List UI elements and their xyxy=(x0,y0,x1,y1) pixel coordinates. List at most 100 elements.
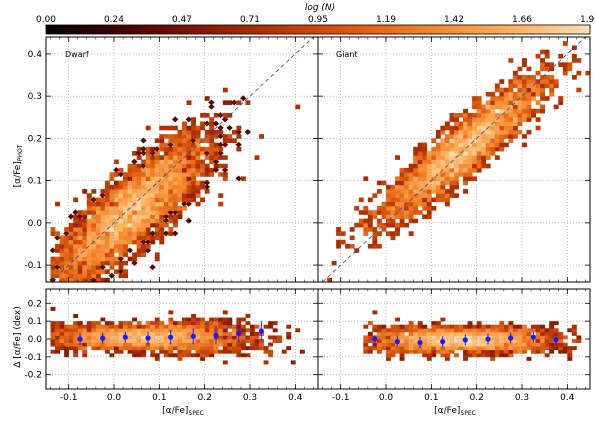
density-cell xyxy=(177,214,183,220)
density-cell xyxy=(168,310,174,315)
density-cell xyxy=(508,321,514,326)
density-cell xyxy=(503,100,509,105)
density-cell xyxy=(50,231,56,236)
density-cell xyxy=(195,321,201,326)
density-cell xyxy=(399,189,405,194)
density-cell xyxy=(549,324,555,329)
density-cell xyxy=(549,331,555,336)
density-cell xyxy=(454,324,459,329)
density-cell xyxy=(132,256,138,262)
density-cell xyxy=(467,321,473,326)
density-cell xyxy=(118,180,124,186)
density-cell xyxy=(440,142,446,148)
density-cell xyxy=(395,346,400,351)
density-cell xyxy=(150,172,156,177)
density-cell xyxy=(209,353,215,358)
density-cell xyxy=(476,96,482,101)
density-cell xyxy=(454,121,459,127)
density-cell xyxy=(123,189,128,194)
density-cell xyxy=(499,108,505,114)
density-cell xyxy=(154,193,160,198)
density-cell xyxy=(503,104,509,110)
density-cell xyxy=(499,346,505,351)
density-cell xyxy=(399,324,405,329)
density-cell xyxy=(204,172,210,177)
density-cell xyxy=(512,70,518,76)
density-cell xyxy=(440,328,446,333)
density-cell xyxy=(240,335,246,340)
density-cell xyxy=(522,331,527,336)
density-cell xyxy=(141,210,147,215)
density-cell xyxy=(227,138,233,143)
density-cell xyxy=(163,205,169,211)
density-cell xyxy=(204,349,210,354)
density-cell xyxy=(118,189,124,194)
density-cell xyxy=(218,342,224,347)
colorbar-tick-label: 1.19 xyxy=(376,15,396,25)
density-cell xyxy=(376,210,382,215)
density-cell xyxy=(172,142,178,148)
density-cell xyxy=(485,163,491,169)
density-cell xyxy=(508,353,514,358)
density-cell xyxy=(163,197,169,203)
density-cell xyxy=(186,138,192,143)
density-cell xyxy=(150,167,156,173)
density-cell xyxy=(390,197,396,203)
density-cell xyxy=(562,335,568,340)
density-cell xyxy=(472,331,478,336)
density-cell xyxy=(132,335,138,340)
density-cell xyxy=(195,138,201,143)
density-cell xyxy=(86,335,92,340)
density-cell xyxy=(191,321,196,326)
density-cell xyxy=(236,353,242,358)
density-cell xyxy=(358,197,364,203)
density-cell xyxy=(404,176,410,182)
density-cell xyxy=(127,210,133,215)
density-cell xyxy=(444,151,450,156)
density-cell xyxy=(386,328,391,333)
density-cell xyxy=(526,339,532,343)
density-cell xyxy=(200,321,206,326)
density-cell xyxy=(145,176,151,182)
density-cell xyxy=(172,116,179,123)
density-cell xyxy=(195,331,201,336)
density-cell xyxy=(136,324,142,329)
density-cell xyxy=(55,335,60,340)
density-cell xyxy=(517,91,523,97)
density-cell xyxy=(100,222,106,228)
density-cell xyxy=(145,125,151,131)
density-cell xyxy=(426,176,432,182)
density-cell xyxy=(440,172,446,177)
density-cell xyxy=(209,335,215,340)
density-cell xyxy=(399,167,405,173)
density-cell xyxy=(376,335,382,340)
density-cell xyxy=(490,356,496,361)
density-cell xyxy=(114,184,119,190)
density-cell xyxy=(444,180,450,186)
density-cell xyxy=(109,193,115,198)
density-cell xyxy=(203,184,211,190)
density-cell xyxy=(123,210,128,215)
density-cell xyxy=(395,317,400,322)
density-cell xyxy=(431,138,437,143)
density-cell xyxy=(200,184,206,190)
density-cell xyxy=(522,62,527,67)
density-cell xyxy=(150,235,156,241)
density-cell xyxy=(571,58,577,63)
density-cell xyxy=(522,75,527,80)
density-cell xyxy=(136,328,142,333)
density-cell xyxy=(544,331,550,336)
density-cell xyxy=(159,324,165,329)
density-cell xyxy=(449,346,455,351)
density-cell xyxy=(222,310,228,315)
density-cell xyxy=(467,335,473,340)
density-cell xyxy=(499,91,505,97)
density-cell xyxy=(68,252,74,258)
density-cell xyxy=(118,167,124,173)
density-cell xyxy=(499,104,505,110)
density-cell xyxy=(476,100,482,105)
density-cell xyxy=(95,339,101,343)
density-cell xyxy=(449,335,455,340)
density-cell xyxy=(159,331,165,336)
density-cell xyxy=(154,328,160,333)
